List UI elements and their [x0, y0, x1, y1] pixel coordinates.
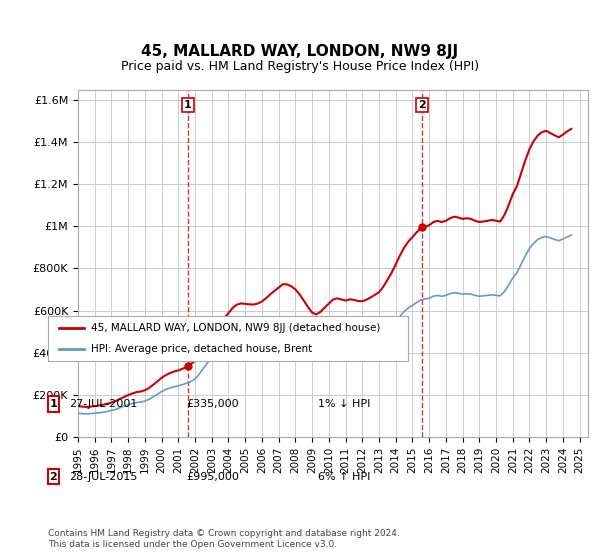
Text: £335,000: £335,000 — [186, 399, 239, 409]
Text: 28-JUL-2015: 28-JUL-2015 — [69, 472, 137, 482]
Text: 1% ↓ HPI: 1% ↓ HPI — [318, 399, 370, 409]
Text: 1: 1 — [50, 399, 57, 409]
Text: 2: 2 — [50, 472, 57, 482]
Text: Contains HM Land Registry data © Crown copyright and database right 2024.
This d: Contains HM Land Registry data © Crown c… — [48, 529, 400, 549]
Text: Price paid vs. HM Land Registry's House Price Index (HPI): Price paid vs. HM Land Registry's House … — [121, 60, 479, 73]
Text: £995,000: £995,000 — [186, 472, 239, 482]
Text: 27-JUL-2001: 27-JUL-2001 — [69, 399, 137, 409]
Text: 6% ↑ HPI: 6% ↑ HPI — [318, 472, 370, 482]
Text: 1: 1 — [184, 100, 192, 110]
Text: 45, MALLARD WAY, LONDON, NW9 8JJ (detached house): 45, MALLARD WAY, LONDON, NW9 8JJ (detach… — [91, 323, 380, 333]
Text: 2: 2 — [418, 100, 426, 110]
Text: 45, MALLARD WAY, LONDON, NW9 8JJ: 45, MALLARD WAY, LONDON, NW9 8JJ — [142, 44, 458, 59]
Text: HPI: Average price, detached house, Brent: HPI: Average price, detached house, Bren… — [91, 344, 313, 354]
